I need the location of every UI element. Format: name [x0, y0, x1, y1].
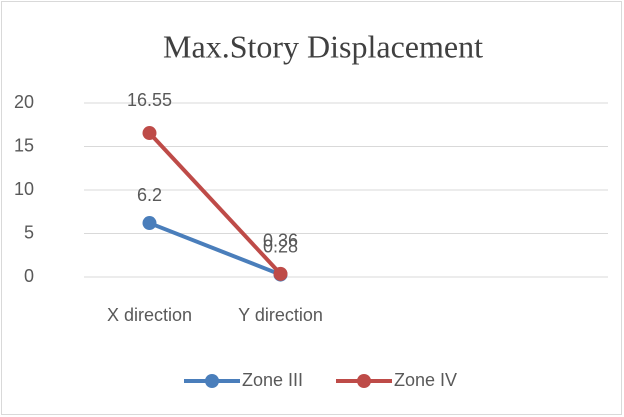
y-tick-label: 15 — [14, 135, 34, 155]
series-line — [148, 221, 282, 277]
data-label: 6.2 — [137, 185, 162, 205]
legend-marker — [357, 374, 371, 388]
series-line — [148, 131, 282, 276]
y-tick-label: 5 — [24, 222, 34, 242]
data-label: 0.36 — [263, 231, 298, 251]
data-point — [142, 126, 157, 141]
y-tick-label: 20 — [14, 92, 34, 112]
data-label: 0.28 — [263, 236, 298, 256]
data-point — [142, 216, 157, 231]
data-label: 16.55 — [127, 90, 172, 110]
x-tick-label: Y direction — [238, 305, 323, 325]
legend-marker — [205, 374, 219, 388]
x-tick-label: X direction — [107, 305, 192, 325]
legend-label: Zone III — [242, 370, 303, 390]
legend-label: Zone IV — [394, 370, 457, 390]
y-tick-label: 0 — [24, 266, 34, 286]
chart-title: Max.Story Displacement — [163, 28, 483, 64]
data-point — [273, 266, 288, 281]
y-tick-label: 10 — [14, 179, 34, 199]
